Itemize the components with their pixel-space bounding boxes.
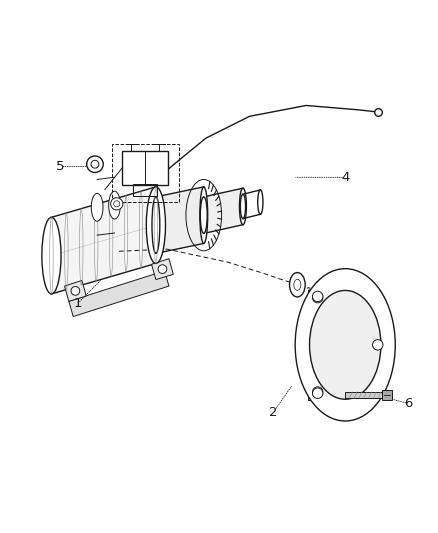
Ellipse shape [310,290,381,399]
Text: 6: 6 [404,397,413,410]
Ellipse shape [109,191,120,219]
Polygon shape [64,280,86,301]
Bar [133,184,157,196]
Polygon shape [69,271,169,317]
Bar [122,151,168,184]
Ellipse shape [295,269,395,421]
Text: 2: 2 [269,406,278,419]
Ellipse shape [240,188,247,225]
Polygon shape [51,187,156,294]
Ellipse shape [91,193,103,221]
Circle shape [114,201,120,207]
Circle shape [158,265,167,273]
Ellipse shape [240,194,246,219]
Polygon shape [307,387,330,400]
Ellipse shape [91,160,99,168]
Bar [382,390,392,400]
Circle shape [312,388,323,399]
Circle shape [71,287,80,295]
Polygon shape [204,188,243,233]
Ellipse shape [152,197,160,254]
Ellipse shape [294,279,301,290]
Polygon shape [152,259,173,279]
Polygon shape [156,187,204,254]
Text: 1: 1 [73,297,82,310]
Ellipse shape [258,190,263,214]
Text: 3: 3 [324,293,332,305]
Circle shape [373,340,383,350]
Circle shape [111,198,123,210]
Ellipse shape [290,272,305,297]
Ellipse shape [42,217,61,294]
Ellipse shape [200,197,207,233]
Bar [112,144,179,202]
Circle shape [312,293,323,303]
Text: 4: 4 [341,171,350,184]
Polygon shape [307,290,330,303]
Bar [345,392,382,398]
Text: 5: 5 [56,160,64,173]
Circle shape [312,387,323,397]
Ellipse shape [200,187,208,244]
Ellipse shape [87,156,103,173]
Ellipse shape [146,187,166,263]
Circle shape [312,291,323,302]
